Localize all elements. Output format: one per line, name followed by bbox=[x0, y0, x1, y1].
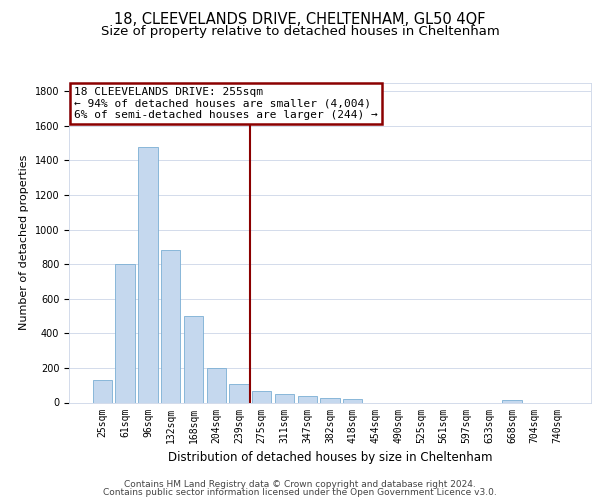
Bar bbox=[184, 316, 203, 402]
Bar bbox=[252, 392, 271, 402]
Text: Contains HM Land Registry data © Crown copyright and database right 2024.: Contains HM Land Registry data © Crown c… bbox=[124, 480, 476, 489]
Y-axis label: Number of detached properties: Number of detached properties bbox=[19, 155, 29, 330]
Bar bbox=[206, 368, 226, 402]
Bar bbox=[320, 398, 340, 402]
Bar bbox=[502, 400, 522, 402]
Bar bbox=[138, 146, 158, 402]
Bar bbox=[93, 380, 112, 402]
Bar bbox=[115, 264, 135, 402]
Bar bbox=[161, 250, 181, 402]
Bar bbox=[298, 396, 317, 402]
Text: 18 CLEEVELANDS DRIVE: 255sqm
← 94% of detached houses are smaller (4,004)
6% of : 18 CLEEVELANDS DRIVE: 255sqm ← 94% of de… bbox=[74, 88, 378, 120]
Text: Contains public sector information licensed under the Open Government Licence v3: Contains public sector information licen… bbox=[103, 488, 497, 497]
X-axis label: Distribution of detached houses by size in Cheltenham: Distribution of detached houses by size … bbox=[168, 451, 492, 464]
Bar bbox=[229, 384, 248, 402]
Text: 18, CLEEVELANDS DRIVE, CHELTENHAM, GL50 4QF: 18, CLEEVELANDS DRIVE, CHELTENHAM, GL50 … bbox=[114, 12, 486, 28]
Text: Size of property relative to detached houses in Cheltenham: Size of property relative to detached ho… bbox=[101, 25, 499, 38]
Bar bbox=[275, 394, 294, 402]
Bar bbox=[343, 399, 362, 402]
